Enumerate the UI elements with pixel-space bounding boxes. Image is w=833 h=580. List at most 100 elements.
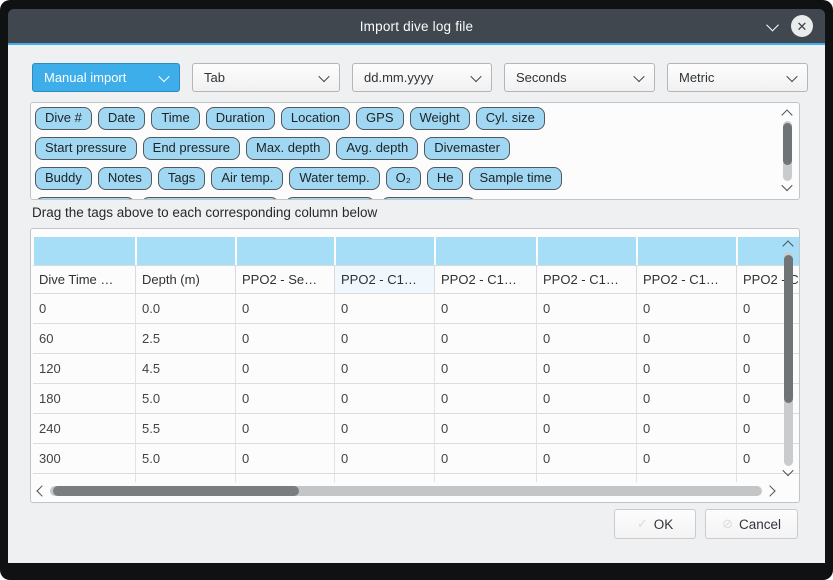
table-cell: 240 xyxy=(33,414,136,444)
cancel-button[interactable]: ⊘ Cancel xyxy=(705,509,798,539)
draggable-tag[interactable]: Notes xyxy=(97,167,152,190)
table-cell: 0 xyxy=(236,324,335,354)
table-cell: 0 xyxy=(335,354,435,384)
table-row[interactable]: 120 4.5 0 0 0 0 0 0 xyxy=(33,354,799,384)
scrollbar-thumb[interactable] xyxy=(782,123,792,165)
table-cell: 60 xyxy=(33,324,136,354)
draggable-tag[interactable]: Sample CNS xyxy=(381,197,477,199)
table-cell: 0 xyxy=(637,324,737,354)
combo-selected-value: Manual import xyxy=(44,70,127,85)
table-vertical-scrollbar[interactable] xyxy=(779,237,797,481)
draggable-tag[interactable]: Sample temperature xyxy=(141,197,280,199)
table-cell xyxy=(236,474,335,482)
table-row[interactable]: 300 5.0 0 0 0 0 0 0 xyxy=(33,444,799,474)
draggable-tag[interactable]: Buddy xyxy=(35,167,92,190)
table-cell: 0 xyxy=(236,384,335,414)
table-cell: 0 xyxy=(737,324,799,354)
combo-seconds[interactable]: Seconds xyxy=(504,63,655,92)
tag-row: Dive # Date Time Duration Location GPS Weight C… xyxy=(35,107,775,130)
table-cell: 0 xyxy=(435,324,537,354)
table-cell: 0 xyxy=(737,414,799,444)
table-cell: 300 xyxy=(33,444,136,474)
table-cell: 0 xyxy=(335,444,435,474)
titlebar[interactable]: Import dive log file ✕ xyxy=(8,9,825,43)
combo-manual-import[interactable]: Manual import xyxy=(32,63,180,92)
table-cell xyxy=(136,474,236,482)
combo-tab[interactable]: Tab xyxy=(192,63,340,92)
scroll-up-icon[interactable] xyxy=(782,240,794,252)
dialog-body: Manual import Tab dd.mm.yyyy Seconds Metric … xyxy=(8,45,825,563)
table-row[interactable]: 0 0.0 0 0 0 0 0 0 xyxy=(33,294,799,324)
table-cell xyxy=(537,474,637,482)
draggable-tag[interactable]: Dive # xyxy=(35,107,92,130)
table-cell: 0 xyxy=(537,444,637,474)
chevron-down-icon xyxy=(318,70,330,82)
draggable-tag[interactable]: GPS xyxy=(356,107,404,130)
combo-metric[interactable]: Metric xyxy=(667,63,808,92)
table-cell: 0.0 xyxy=(136,294,236,324)
table-row[interactable]: 240 5.5 0 0 0 0 0 0 xyxy=(33,414,799,444)
draggable-tag[interactable]: Cyl. size xyxy=(475,107,545,130)
table-cell: 0 xyxy=(435,354,537,384)
scrollbar-thumb[interactable] xyxy=(53,486,299,496)
table-cell: 0 xyxy=(236,414,335,444)
table-header-row: Dive Time … Depth (m) PPO2 - Se… PPO2 - C1…… xyxy=(33,265,799,294)
tag-panel-scrollbar[interactable] xyxy=(778,106,796,196)
draggable-tag[interactable]: Start pressure xyxy=(35,137,137,160)
table-horizontal-scrollbar[interactable] xyxy=(35,482,777,500)
combo-selected-value: Metric xyxy=(679,70,715,85)
table-cell: 0 xyxy=(236,444,335,474)
draggable-tag[interactable]: Location xyxy=(280,107,351,130)
table-cell: 0 xyxy=(236,294,335,324)
draggable-tag[interactable]: Sample depth xyxy=(35,197,136,199)
scrollbar-track[interactable] xyxy=(50,486,762,496)
table-row[interactable]: 180 5.0 0 0 0 0 0 0 xyxy=(33,384,799,414)
draggable-tag[interactable]: Water temp. xyxy=(289,167,380,190)
table-cell: 0 xyxy=(537,414,637,444)
draggable-tag[interactable]: Duration xyxy=(205,107,275,130)
scroll-left-icon[interactable] xyxy=(36,485,48,497)
draggable-tag[interactable]: Sample time xyxy=(469,167,562,190)
table-cell: 0 xyxy=(737,384,799,414)
draggable-tag[interactable]: End pressure xyxy=(142,137,240,160)
drop-target-cell[interactable] xyxy=(237,237,336,265)
table-cell: 5.0 xyxy=(136,444,236,474)
scroll-right-icon[interactable] xyxy=(764,485,776,497)
draggable-tag[interactable]: Tags xyxy=(157,167,206,190)
table-cell: 0 xyxy=(335,384,435,414)
column-header: PPO2 - Se… xyxy=(236,265,335,294)
table-cell: 0 xyxy=(435,294,537,324)
scroll-down-icon[interactable] xyxy=(782,464,794,477)
combo-selected-value: Tab xyxy=(204,70,225,85)
draggable-tag[interactable]: Divemaster xyxy=(424,137,510,160)
scroll-down-icon[interactable] xyxy=(781,179,793,192)
table-cell: 0 xyxy=(737,294,799,324)
column-drop-row[interactable] xyxy=(34,237,799,265)
draggable-tag[interactable]: Time xyxy=(151,107,200,130)
scrollbar-thumb[interactable] xyxy=(783,255,793,403)
draggable-tag[interactable]: Date xyxy=(97,107,146,130)
drop-target-cell[interactable] xyxy=(34,237,137,265)
drop-target-cell[interactable] xyxy=(137,237,237,265)
table-row[interactable]: 60 2.5 0 0 0 0 0 0 xyxy=(33,324,799,354)
ok-button[interactable]: ✓ OK xyxy=(614,509,697,539)
table-cell: 0 xyxy=(537,324,637,354)
combo-dd-mm-yyyy[interactable]: dd.mm.yyyy xyxy=(352,63,492,92)
draggable-tag[interactable]: Air temp. xyxy=(211,167,284,190)
draggable-tag[interactable]: He xyxy=(426,167,464,190)
ok-button-label: OK xyxy=(653,516,674,532)
drop-target-cell[interactable] xyxy=(638,237,738,265)
draggable-tag[interactable]: Sample pO₂ xyxy=(285,197,376,199)
drop-target-cell[interactable] xyxy=(336,237,436,265)
draggable-tag[interactable]: Max. depth xyxy=(245,137,331,160)
chevron-down-icon[interactable] xyxy=(766,18,779,31)
draggable-tag[interactable]: Avg. depth xyxy=(336,137,419,160)
close-button[interactable]: ✕ xyxy=(791,15,813,37)
draggable-tag[interactable]: Weight xyxy=(409,107,470,130)
drop-target-cell[interactable] xyxy=(436,237,538,265)
drop-target-cell[interactable] xyxy=(538,237,638,265)
scroll-up-icon[interactable] xyxy=(781,109,793,121)
table-cell: 120 xyxy=(33,354,136,384)
draggable-tag[interactable]: O₂ xyxy=(385,167,421,190)
table-cell: 0 xyxy=(537,294,637,324)
